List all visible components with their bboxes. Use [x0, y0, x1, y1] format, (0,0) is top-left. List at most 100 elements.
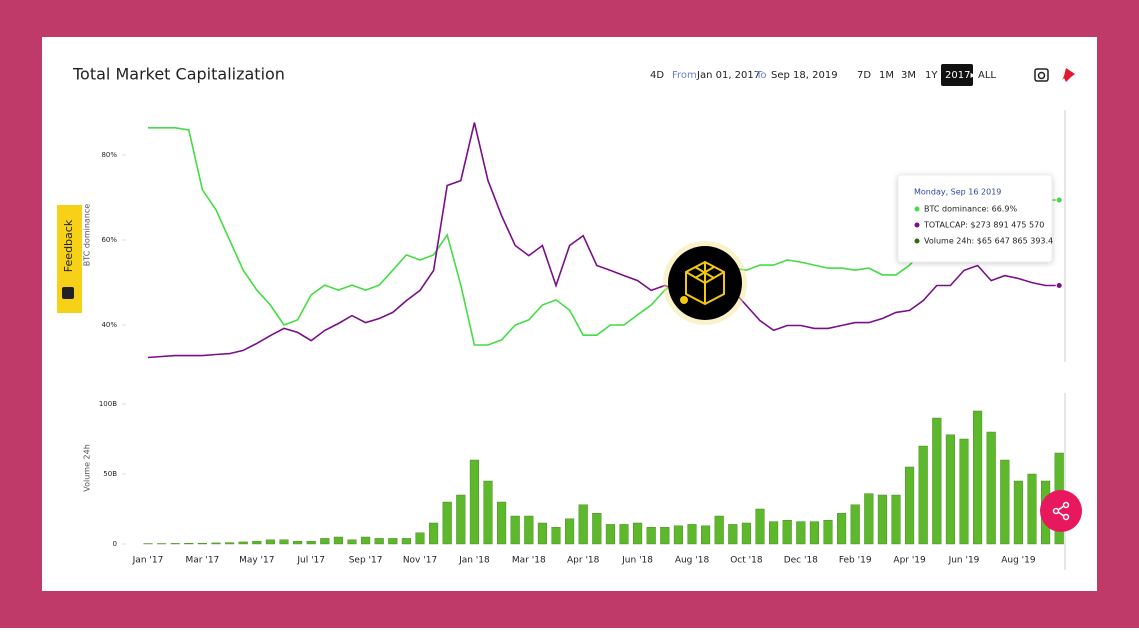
bar [905, 467, 914, 544]
y-tick-label: 50B [103, 470, 117, 478]
bar [470, 460, 479, 544]
x-tick-label: May '17 [239, 556, 274, 566]
bar [320, 538, 329, 544]
bar [348, 540, 357, 544]
bar [1000, 460, 1009, 544]
bar [620, 524, 629, 544]
bar [756, 509, 765, 544]
x-tick-label: Apr '18 [567, 556, 600, 566]
feedback-tab[interactable]: Feedback [57, 205, 82, 313]
to-date[interactable]: Sep 18, 2019 [771, 70, 838, 81]
x-tick-label: Mar '18 [512, 556, 546, 566]
bar [769, 522, 778, 544]
bar [443, 502, 452, 544]
bar [688, 524, 697, 544]
bar [742, 523, 751, 544]
bar [524, 516, 533, 544]
bar [307, 541, 316, 544]
y-axis-title: BTC dominance [83, 204, 92, 266]
bar [851, 505, 860, 544]
bar [973, 411, 982, 544]
tooltip-row: Volume 24h: $65 647 865 393.4 [924, 237, 1053, 246]
share-button[interactable] [1040, 490, 1082, 532]
bar [198, 543, 207, 544]
zoom-button[interactable]: ALL [978, 70, 996, 81]
zoom-button[interactable]: 1Y [925, 70, 938, 81]
bar [824, 520, 833, 544]
bar [633, 523, 642, 544]
bar [416, 533, 425, 544]
bar [674, 526, 683, 544]
bar [1014, 481, 1023, 544]
bar [212, 543, 221, 544]
from-date[interactable]: Jan 01, 2017 [696, 70, 760, 81]
y-tick-label: 60% [101, 236, 117, 244]
bar [960, 439, 969, 544]
bar [552, 527, 561, 544]
zoom-button[interactable]: 1M [879, 70, 894, 81]
logo [663, 241, 747, 325]
bar [701, 526, 710, 544]
bar [864, 494, 873, 544]
end-marker [1056, 282, 1062, 288]
bar [932, 418, 941, 544]
bar [796, 522, 805, 544]
bar [878, 495, 887, 544]
bar [184, 543, 193, 544]
x-tick-label: Apr '19 [893, 556, 926, 566]
x-tick-label: Dec '18 [784, 556, 818, 566]
bar [538, 523, 547, 544]
bar [497, 502, 506, 544]
bar [388, 538, 397, 544]
bar [728, 524, 737, 544]
zoom-button[interactable]: 3M [901, 70, 916, 81]
bar [375, 538, 384, 544]
bar [592, 513, 601, 544]
bar [892, 495, 901, 544]
bar [715, 516, 724, 544]
y-tick-label: 80% [101, 151, 117, 159]
bar [239, 542, 248, 544]
x-tick-label: Mar '17 [186, 556, 220, 566]
bar [565, 519, 574, 544]
bar [783, 520, 792, 544]
x-tick-label: Aug '18 [675, 556, 710, 566]
tooltip: Monday, Sep 16 2019 BTC dominance: 66.9%… [898, 175, 1053, 262]
y-axis-title: Volume 24h [83, 444, 92, 492]
x-tick-label: Sep '17 [349, 556, 383, 566]
bar [810, 522, 819, 544]
bar [484, 481, 493, 544]
range-button[interactable]: 4D [650, 70, 664, 81]
bar [946, 435, 955, 544]
bar [660, 527, 669, 544]
x-tick-label: Jun '18 [621, 556, 653, 566]
x-tick-label: Jan '17 [132, 556, 164, 566]
x-tick-label: Nov '17 [403, 556, 437, 566]
bar [647, 527, 656, 544]
tooltip-row: TOTALCAP: $273 891 475 570 [923, 221, 1044, 230]
bar [511, 516, 520, 544]
tooltip-row: BTC dominance: 66.9% [924, 205, 1017, 214]
bar [429, 523, 438, 544]
y-tick-label: 100B [99, 400, 117, 408]
feedback-label[interactable]: Feedback [62, 219, 75, 272]
bar [579, 505, 588, 544]
zoom-button[interactable]: 2017▸ [945, 70, 975, 81]
chart-title: Total Market Capitalization [72, 65, 285, 84]
zoom-button[interactable]: 7D [857, 70, 871, 81]
x-tick-label: Jun '19 [948, 556, 980, 566]
bar [225, 543, 234, 544]
bar [334, 537, 343, 544]
bar [456, 495, 465, 544]
tooltip-date: Monday, Sep 16 2019 [914, 188, 1001, 197]
bar [1028, 474, 1037, 544]
bar [280, 540, 289, 544]
x-tick-label: Jan '18 [458, 556, 490, 566]
bar [171, 543, 180, 544]
bar [606, 524, 615, 544]
bar [919, 446, 928, 544]
y-tick-label: 40% [101, 321, 117, 329]
bar [293, 541, 302, 544]
